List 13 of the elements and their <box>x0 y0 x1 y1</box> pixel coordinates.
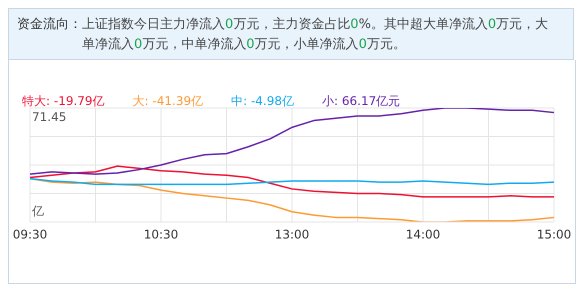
x-tick-label: 15:00 <box>536 228 572 242</box>
text: 中: -4.98亿 <box>231 93 294 110</box>
chart-title: 资金流向： <box>16 16 82 34</box>
x-tick-label: 14:00 <box>406 228 440 242</box>
annotation: 亿 <box>32 204 44 218</box>
series-label: 小: 66.17亿元 <box>322 93 400 110</box>
x-tick-label: 13:00 <box>274 228 310 242</box>
x-tick-label: 10:30 <box>144 228 178 242</box>
text: 大: -41.39亿 <box>132 93 204 110</box>
text: 上证指数今日主力净流入0万元，主力资金占比0%。其中超大单净流入0万元，大单净流入0万元，中单净流入0万元，小单净流入0万元。 <box>82 17 548 52</box>
annotation: 71.45 <box>32 110 66 124</box>
text: 特大: -19.79亿 <box>22 93 105 110</box>
x-tick-label: 09:30 <box>12 228 48 242</box>
